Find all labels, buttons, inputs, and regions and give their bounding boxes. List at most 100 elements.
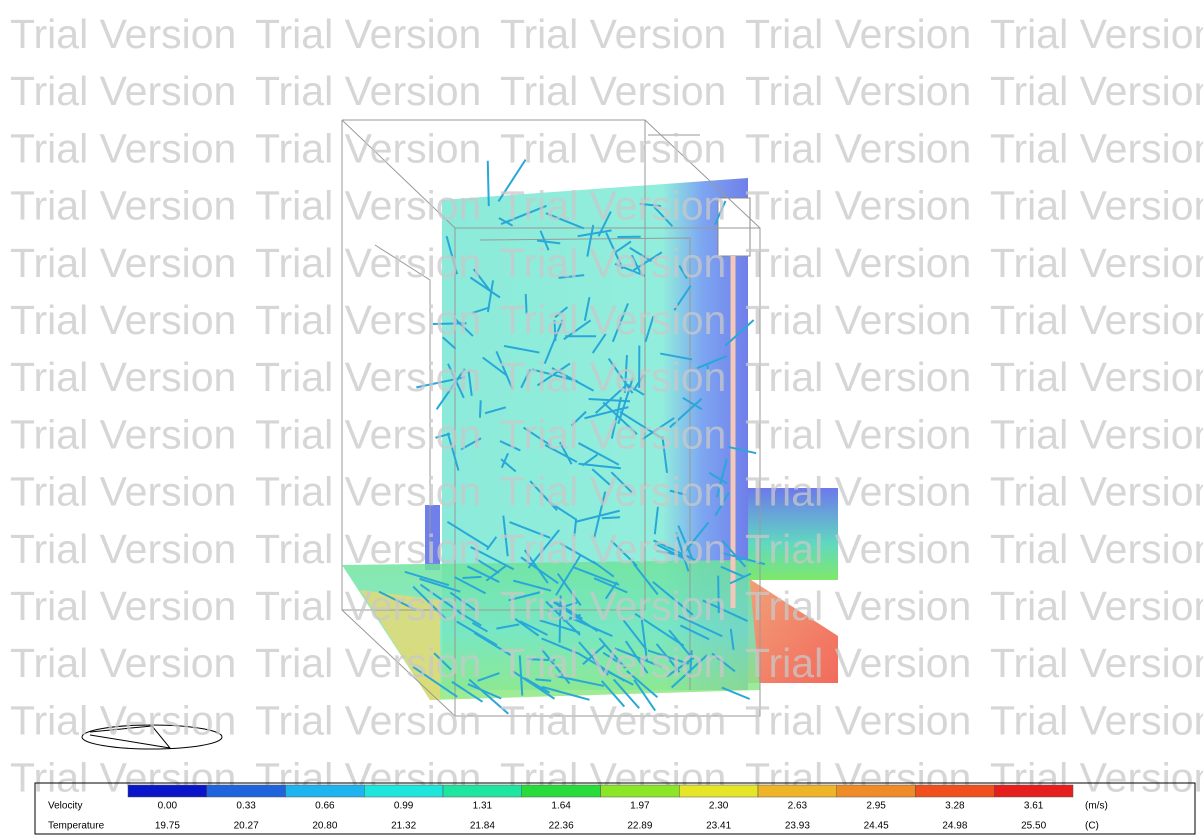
watermark-text: Trial Version (500, 411, 726, 457)
temperature-value: 24.98 (942, 821, 967, 832)
watermark-text: Trial Version (255, 240, 481, 286)
vector (488, 161, 489, 206)
watermark-text: Trial Version (500, 697, 726, 743)
legend-swatch (207, 785, 286, 797)
legend-swatch (286, 785, 365, 797)
watermark-text: Trial Version (10, 697, 236, 743)
velocity-value: 2.95 (866, 801, 886, 812)
watermark-text: Trial Version (990, 697, 1203, 743)
watermark-text: Trial Version (745, 583, 971, 629)
watermark-text: Trial Version (745, 526, 971, 572)
velocity-label: Velocity (48, 801, 82, 812)
velocity-value: 3.28 (945, 801, 965, 812)
watermark-text: Trial Version (500, 11, 726, 57)
watermark-text: Trial Version (255, 11, 481, 57)
watermark-text: Trial Version (255, 697, 481, 743)
watermark-text: Trial Version (990, 68, 1203, 114)
watermark-text: Trial Version (10, 640, 236, 686)
temperature-value: 20.27 (234, 821, 259, 832)
watermark-text: Trial Version (745, 68, 971, 114)
watermark-text: Trial Version (10, 411, 236, 457)
watermark-text: Trial Version (745, 11, 971, 57)
temperature-value: 23.41 (706, 821, 731, 832)
velocity-value: 1.31 (473, 801, 493, 812)
watermark-text: Trial Version (745, 469, 971, 515)
watermark-text: Trial Version (500, 469, 726, 515)
velocity-value: 0.99 (394, 801, 414, 812)
watermark-text: Trial Version (255, 583, 481, 629)
watermark-text: Trial Version (990, 469, 1203, 515)
watermark-text: Trial Version (255, 183, 481, 229)
watermark-text: Trial Version (990, 354, 1203, 400)
temperature-value: 20.80 (312, 821, 337, 832)
watermark-text: Trial Version (10, 125, 236, 171)
legend-swatch (916, 785, 995, 797)
temperature-value: 24.45 (864, 821, 889, 832)
watermark-text: Trial Version (990, 125, 1203, 171)
temperature-unit: (C) (1085, 821, 1099, 832)
watermark-text: Trial Version (500, 240, 726, 286)
watermark-text: Trial Version (10, 526, 236, 572)
velocity-value: 3.61 (1024, 801, 1044, 812)
temperature-value: 22.89 (627, 821, 652, 832)
legend-swatch (443, 785, 522, 797)
watermark-text: Trial Version (10, 469, 236, 515)
watermark-text: Trial Version (255, 68, 481, 114)
legend-swatch (837, 785, 916, 797)
temperature-value: 23.93 (785, 821, 810, 832)
watermark-text: Trial Version (990, 583, 1203, 629)
watermark-text: Trial Version (255, 125, 481, 171)
watermark-text: Trial Version (10, 11, 236, 57)
watermark-text: Trial Version (255, 297, 481, 343)
watermark-text: Trial Version (10, 583, 236, 629)
watermark-text: Trial Version (990, 297, 1203, 343)
legend-swatch (758, 785, 837, 797)
watermark-text: Trial Version (990, 411, 1203, 457)
watermark-text: Trial Version (10, 297, 236, 343)
watermark-text: Trial Version (500, 526, 726, 572)
watermark-text: Trial Version (990, 183, 1203, 229)
watermark-text: Trial Version (500, 68, 726, 114)
legend-swatch (364, 785, 443, 797)
velocity-value: 0.00 (158, 801, 178, 812)
watermark-text: Trial Version (990, 240, 1203, 286)
watermark-text: Trial Version (500, 354, 726, 400)
velocity-value: 0.33 (236, 801, 256, 812)
watermark-text: Trial Version (745, 297, 971, 343)
legend-swatch (601, 785, 680, 797)
page: {"watermark": "Trial Version", "legend":… (0, 0, 1203, 836)
watermark-text: Trial Version (745, 640, 971, 686)
watermark-text: Trial Version (990, 11, 1203, 57)
watermark-text: Trial Version (10, 68, 236, 114)
watermark-text: Trial Version (10, 240, 236, 286)
watermark-text: Trial Version (255, 411, 481, 457)
watermark-text: Trial Version (255, 354, 481, 400)
watermark-text: Trial Version (745, 183, 971, 229)
watermark-text: Trial Version (500, 125, 726, 171)
velocity-value: 0.66 (315, 801, 335, 812)
watermark-text: Trial Version (500, 183, 726, 229)
velocity-value: 1.97 (630, 801, 650, 812)
vector (602, 517, 620, 518)
legend-swatch (994, 785, 1073, 797)
temperature-value: 19.75 (155, 821, 180, 832)
watermark-text: Trial Version (500, 297, 726, 343)
temperature-label: Temperature (48, 821, 105, 832)
temperature-value: 22.36 (549, 821, 574, 832)
watermark-text: Trial Version (745, 125, 971, 171)
velocity-value: 1.64 (551, 801, 571, 812)
watermark-text: Trial Version (10, 183, 236, 229)
watermark-text: Trial Version (10, 354, 236, 400)
vector (463, 577, 482, 578)
viewport: Trial Version Trial Version Trial Version T… (0, 0, 1203, 836)
watermark-text: Trial Version (255, 640, 481, 686)
legend: Velocity0.000.330.660.991.311.641.972.30… (35, 783, 1195, 834)
watermark-text: Trial Version (745, 240, 971, 286)
legend-swatch (679, 785, 758, 797)
temperature-value: 25.50 (1021, 821, 1046, 832)
velocity-value: 2.63 (788, 801, 808, 812)
watermark-text: Trial Version (255, 469, 481, 515)
watermark-text: Trial Version (990, 640, 1203, 686)
watermark-text: Trial Version (745, 354, 971, 400)
temperature-value: 21.84 (470, 821, 495, 832)
